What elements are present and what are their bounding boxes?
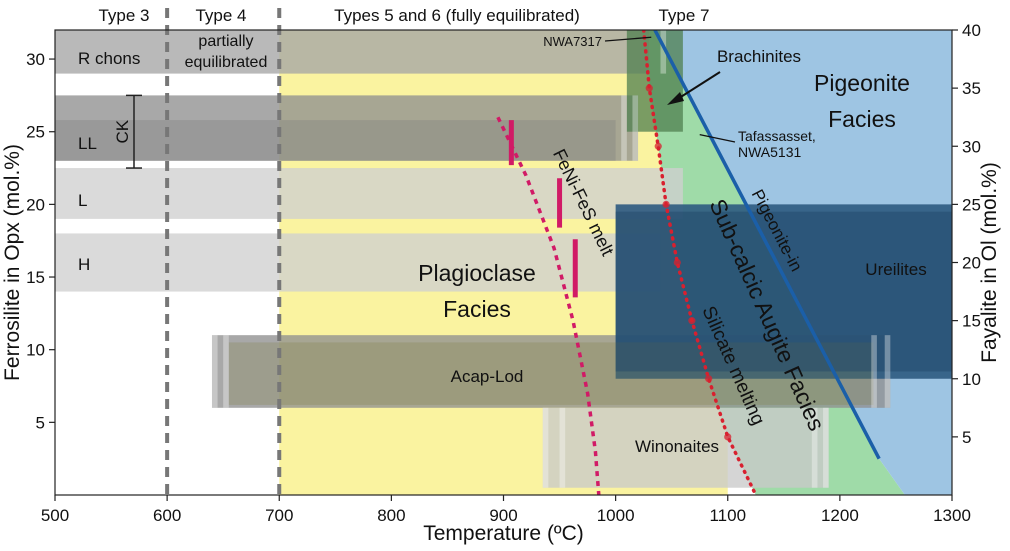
nwa7317-label: NWA7317 — [543, 34, 602, 49]
x-tick-label: 800 — [377, 506, 405, 525]
silicate-melting-point — [688, 317, 696, 325]
partially-label-line2: equilibrated — [185, 54, 268, 71]
brachinites-arrow-head — [667, 92, 684, 105]
pigeonite-facies-label-2: Facies — [828, 106, 896, 132]
x-tick-label: 1000 — [597, 506, 635, 525]
y-right-tick-label: 25 — [962, 195, 981, 214]
y-left-tick-label: 25 — [26, 123, 45, 142]
label-ureilites: Ureilites — [865, 260, 926, 279]
pigeonite-facies-label-1: Pigeonite — [814, 70, 910, 96]
band-ll-core — [55, 120, 616, 161]
y-right-tick-label: 40 — [962, 21, 981, 40]
x-tick-label: 1300 — [933, 506, 971, 525]
band-edge-mark — [211, 335, 218, 408]
band-r-chons — [55, 30, 650, 74]
x-axis-title: Temperature (ºC) — [423, 522, 584, 545]
type-7-label: Type 7 — [658, 6, 709, 25]
brachinites-arrow-shaft — [675, 71, 721, 101]
band-l — [55, 168, 683, 219]
y-left-axis-title: Ferrosilite in Opx (mol.%) — [1, 144, 24, 381]
label-ll: LL — [78, 134, 97, 153]
silicate-melting-point — [724, 433, 732, 441]
tafassasset-label-line2: NWA5131 — [738, 144, 802, 160]
band-edge-mark — [871, 335, 877, 408]
nwa7317-leader — [604, 36, 652, 42]
label-r-chons: R chons — [78, 49, 140, 68]
y-right-tick-label: 5 — [962, 428, 971, 447]
y-right-tick-label: 35 — [962, 79, 981, 98]
tafassasset-leader — [699, 133, 736, 143]
label-winonaites: Winonaites — [635, 437, 719, 456]
y-right-axis-title: Fayalite in Ol (mol.%) — [978, 162, 1001, 363]
x-tick-label: 600 — [153, 506, 181, 525]
ck-label: CK — [113, 119, 132, 143]
x-tick-label: 1200 — [821, 506, 859, 525]
silicate-melting-curve — [641, 30, 758, 495]
band-h — [55, 233, 661, 292]
y-right-tick-label: 15 — [962, 312, 981, 331]
label-acap-lod: Acap-Lod — [451, 367, 524, 386]
band-edge-mark — [823, 407, 829, 488]
y-left-tick-label: 20 — [26, 195, 45, 214]
type-4-label: Type 4 — [195, 6, 246, 25]
x-tick-label: 700 — [265, 506, 293, 525]
silicate-melting-point — [705, 375, 713, 383]
feni-fes-melt-curve — [496, 116, 601, 495]
partially-label-line1: partially — [198, 33, 253, 50]
label-brachinites: Brachinites — [717, 47, 801, 66]
x-tick-label: 900 — [489, 506, 517, 525]
plagioclase-facies-label-2: Facies — [443, 296, 511, 322]
x-tick-label: 500 — [41, 506, 69, 525]
types-5-6-label: Types 5 and 6 (fully equilibrated) — [334, 6, 580, 25]
plagioclase-facies-label-1: Plagioclase — [418, 260, 536, 286]
y-left-tick-label: 30 — [26, 50, 45, 69]
silicate-melting-point — [673, 258, 681, 267]
label-h: H — [78, 255, 90, 274]
band-edge-mark — [884, 335, 891, 408]
y-left-tick-label: 10 — [26, 341, 45, 360]
band-edge-mark — [632, 95, 639, 161]
tafassasset-label-line1: Tafassasset, — [738, 128, 816, 144]
band-winonaites — [542, 407, 829, 488]
y-left-tick-label: 15 — [26, 268, 45, 287]
silicate-melting-point — [654, 142, 662, 150]
band-edge-mark — [811, 407, 818, 488]
pigeonite-in-line — [653, 30, 881, 460]
band-edge-mark — [542, 407, 549, 488]
y-right-tick-label: 10 — [962, 370, 981, 389]
silicate-melting-point — [662, 200, 670, 208]
y-right-tick-label: 20 — [962, 254, 981, 273]
y-right-tick-label: 30 — [962, 137, 981, 156]
y-left-tick-label: 5 — [36, 413, 45, 432]
type-3-label: Type 3 — [98, 6, 149, 25]
band-ll — [55, 95, 639, 161]
silicate-melting-point — [645, 84, 653, 92]
label-l: L — [78, 191, 87, 210]
band-edge-mark — [223, 335, 229, 408]
band-edge-mark — [559, 407, 566, 488]
x-tick-label: 1100 — [709, 506, 746, 525]
band-acap-lod-core — [228, 342, 874, 405]
band-edge-mark — [621, 95, 627, 161]
plot-area — [55, 30, 952, 495]
band-edge-mark — [660, 30, 667, 74]
